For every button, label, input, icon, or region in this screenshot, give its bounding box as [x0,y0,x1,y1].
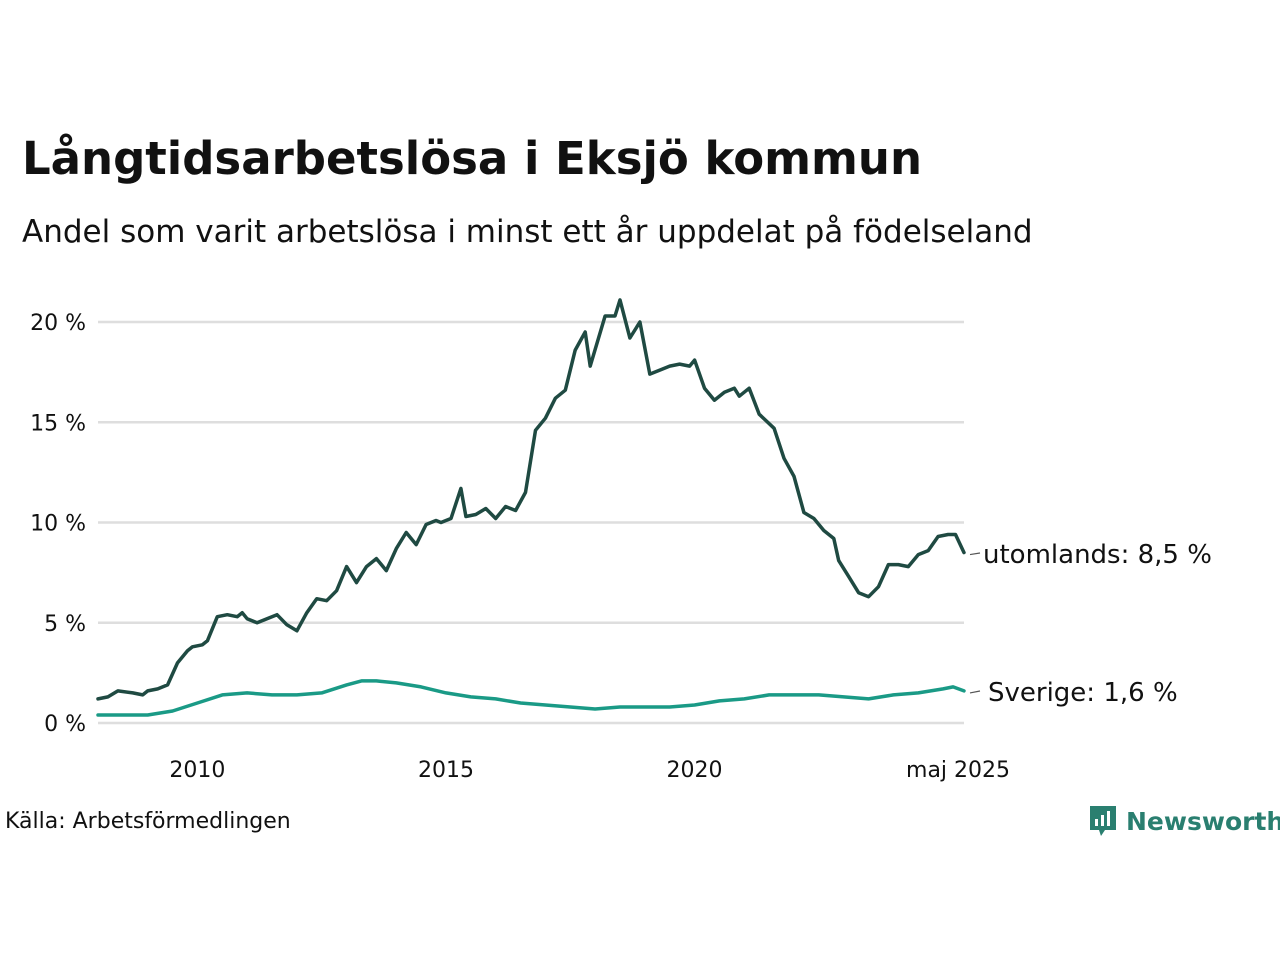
gridlines [98,320,964,725]
series-lines [96,298,966,717]
series-line-utomlands [96,298,966,701]
series-line-sverige [96,679,966,717]
y-tick-label: 5 % [44,612,86,637]
logo-text: Newsworthy [1126,806,1280,836]
y-tick-label: 20 % [30,311,86,336]
end-label-leader [969,552,981,556]
y-tick-label: 0 % [44,712,86,737]
x-tick-label: 2020 [667,758,723,783]
end-label-utomlands: utomlands: 8,5 % [983,540,1212,570]
x-tick-label: 2015 [418,758,474,783]
chart-title: Långtidsarbetslösa i Eksjö kommun [22,132,922,185]
bar-chart-icon [1090,806,1116,836]
newsworthy-logo: Newsworthy [1088,804,1280,838]
y-tick-label: 15 % [30,411,86,436]
end-label-sverige: Sverige: 1,6 % [988,678,1178,708]
y-tick-label: 10 % [30,512,86,537]
end-label-leader [969,690,981,694]
x-tick-label: maj 2025 [906,758,1010,783]
chart-subtitle: Andel som varit arbetslösa i minst ett å… [22,214,1033,250]
x-tick-label: 2010 [169,758,225,783]
x-axis-ticks: 2010 2015 2020 maj 2025 [169,758,1010,783]
end-labels: utomlands: 8,5 % Sverige: 1,6 % [969,540,1212,708]
y-axis-ticks: 0 % 5 % 10 % 15 % 20 % [30,311,86,737]
source-note: Källa: Arbetsförmedlingen [5,809,291,834]
